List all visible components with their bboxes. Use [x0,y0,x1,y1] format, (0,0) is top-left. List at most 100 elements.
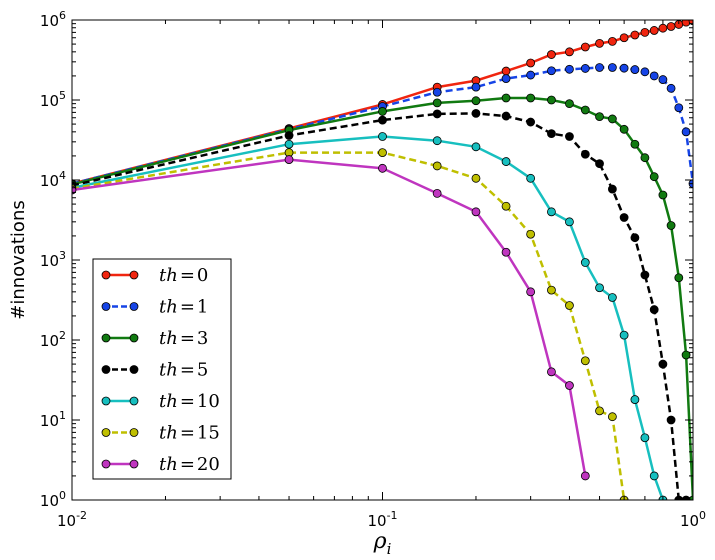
data-point [658,190,668,200]
legend-marker [129,270,139,280]
legend-label: th = 0 [159,265,208,286]
legend-label: th = 15 [159,423,220,444]
axis-labels: #innovations ρi [8,200,392,558]
y-tick-label: 100 [40,489,66,510]
data-point [630,30,640,40]
data-point [630,65,640,74]
series-th-5 [72,108,691,500]
data-point [547,367,556,377]
data-point [432,98,442,108]
data-point [378,163,387,173]
data-point [649,305,659,314]
legend-marker [101,365,111,374]
data-point [580,42,590,52]
data-point [619,33,629,43]
y-tick-label: 103 [40,249,66,270]
data-point [640,433,650,443]
data-point [580,258,590,267]
data-point [674,273,684,283]
data-point [501,157,511,166]
legend-label: th = 10 [159,391,220,412]
data-point [501,201,511,211]
y-tick-label: 101 [40,409,66,430]
tick-layer: 10-2 10-1 100 100 101 102 103 104 105 106 [40,9,706,530]
data-point [501,66,511,76]
series-th-1 [72,63,693,189]
series-line [72,158,587,477]
legend-item: th = 0 [101,265,208,286]
legend-marker [101,396,111,406]
legend-label: th = 1 [159,297,208,318]
legend-marker [101,302,111,311]
data-point [580,471,590,481]
data-point [607,63,617,72]
data-point [681,350,691,360]
data-point [547,50,556,59]
data-point [471,173,481,183]
data-point [565,47,574,57]
legend-item: th = 10 [101,391,220,412]
data-point [630,139,640,149]
x-axis-label-main: ρ [373,529,387,554]
data-point [547,95,556,105]
legend-item: th = 1 [101,297,208,318]
data-point [666,83,676,93]
series-th-0 [72,20,693,189]
data-point [580,64,590,73]
data-point [378,148,387,158]
data-point [471,96,481,106]
data-point [640,67,650,77]
data-point [284,131,294,140]
data-point [565,217,574,227]
data-point [501,74,511,84]
data-point [432,109,442,119]
data-point [666,415,676,425]
data-point [526,93,536,103]
legend-item: th = 3 [101,328,208,349]
legend-marker [101,428,111,437]
legend-marker [129,396,139,406]
x-tick-label: 100 [680,509,706,530]
data-point [640,153,650,163]
legend-label: th = 3 [159,328,208,349]
data-point [630,395,640,404]
x-tick-label: 10-1 [367,509,397,530]
data-point [658,75,668,84]
data-point [526,229,536,239]
data-point [378,115,387,125]
data-point [658,23,668,33]
legend-marker [101,270,111,280]
legend-label: th = 20 [159,454,220,475]
y-tick-label: 104 [40,169,66,190]
series-th-3 [72,93,693,500]
data-point [547,129,556,139]
y-tick-label: 105 [40,89,66,110]
data-point [630,233,640,243]
y-tick-label: 102 [40,329,66,350]
series-layer [72,20,693,500]
data-point [580,149,590,159]
y-tick-label: 106 [40,9,66,30]
x-axis-label: ρi [373,529,392,558]
data-point [432,136,442,146]
data-point [666,221,676,230]
data-point [501,93,511,103]
data-point [595,112,604,122]
data-point [607,114,617,124]
data-point [640,27,650,37]
x-tick-label: 10-2 [57,509,87,530]
legend-marker [129,428,139,437]
data-point [649,26,659,35]
data-point [619,213,629,222]
data-point [284,155,294,164]
data-point [526,70,536,80]
data-point [674,103,684,113]
data-point [471,207,481,217]
data-point [378,132,387,141]
data-point [284,139,294,149]
series-th-15 [72,148,629,500]
data-point [658,359,668,369]
data-point [432,87,442,97]
data-point [666,22,676,31]
data-point [619,63,629,73]
